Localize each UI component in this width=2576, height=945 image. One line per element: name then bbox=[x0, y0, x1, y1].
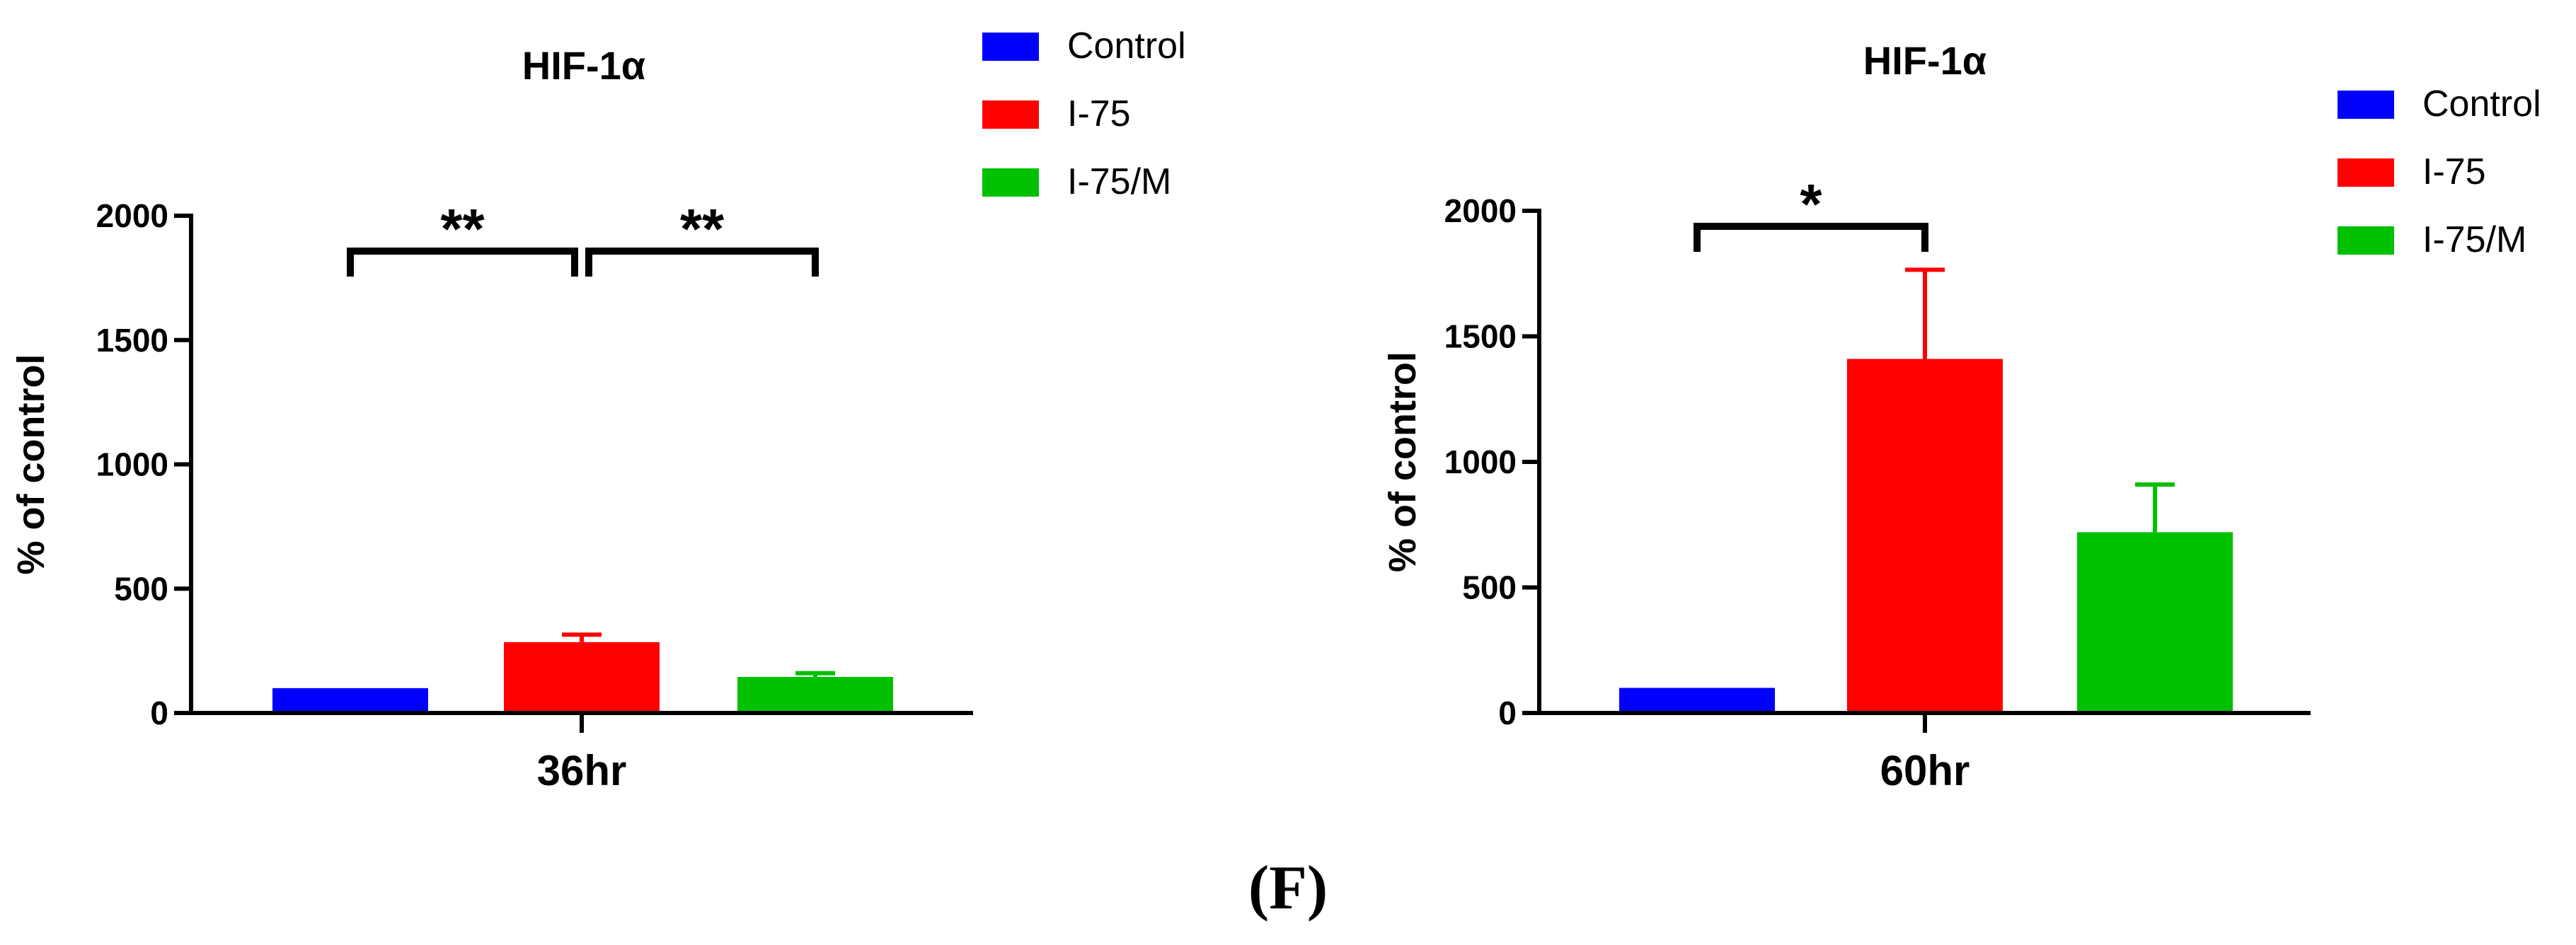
y-tick-label: 1000 bbox=[96, 446, 168, 483]
x-axis-label: 36hr bbox=[537, 747, 627, 794]
y-tick-label: 2000 bbox=[96, 197, 168, 234]
significance-label: * bbox=[1800, 173, 1822, 236]
x-axis-label: 60hr bbox=[1880, 747, 1970, 794]
significance-label: ** bbox=[680, 197, 725, 260]
y-tick-label: 500 bbox=[114, 570, 168, 607]
legend-swatch bbox=[982, 100, 1039, 129]
legend-label: Control bbox=[2422, 83, 2541, 124]
legend-swatch bbox=[982, 168, 1039, 197]
y-tick-label: 2000 bbox=[1444, 192, 1517, 229]
y-tick-label: 0 bbox=[150, 695, 168, 731]
bar-control bbox=[1619, 688, 1775, 713]
significance-label: ** bbox=[440, 197, 485, 260]
legend-label: I-75/M bbox=[1067, 161, 1171, 202]
legend-swatch bbox=[2338, 91, 2394, 119]
y-tick-label: 1000 bbox=[1444, 443, 1517, 480]
significance-bracket bbox=[585, 248, 819, 277]
legend-swatch bbox=[982, 33, 1039, 61]
y-tick-label: 1500 bbox=[1444, 318, 1517, 355]
bar-i-75-m bbox=[737, 677, 893, 713]
legend-label: I-75 bbox=[1067, 93, 1131, 134]
y-tick-label: 0 bbox=[1498, 695, 1517, 731]
bar-i-75 bbox=[1847, 359, 2003, 713]
chart-title: HIF-1α bbox=[522, 43, 645, 88]
y-tick-label: 1500 bbox=[96, 322, 168, 359]
bar-i-75-m bbox=[2077, 532, 2233, 713]
chart-60hr: HIF-1α 0 500 1000 1500 2000 % of control 60hr * C… bbox=[1381, 38, 2541, 794]
chart-36hr: HIF-1α 0 500 1000 1500 2000 % of control 36hr **… bbox=[10, 25, 1186, 794]
y-tick-label: 500 bbox=[1462, 569, 1517, 606]
legend-swatch bbox=[2338, 226, 2394, 255]
significance-bracket bbox=[347, 248, 578, 277]
legend-swatch bbox=[2338, 158, 2394, 187]
bar-i-75 bbox=[504, 642, 660, 713]
legend-label: I-75 bbox=[2422, 151, 2486, 192]
significance-bracket bbox=[1694, 223, 1928, 252]
legend-label: Control bbox=[1067, 25, 1186, 66]
chart-title: HIF-1α bbox=[1863, 38, 1986, 83]
bar-control bbox=[272, 688, 428, 713]
panel-label: (F) bbox=[1248, 854, 1328, 922]
y-axis-label: % of control bbox=[10, 354, 52, 575]
y-axis-label: % of control bbox=[1381, 352, 1424, 572]
legend-label: I-75/M bbox=[2422, 219, 2526, 260]
